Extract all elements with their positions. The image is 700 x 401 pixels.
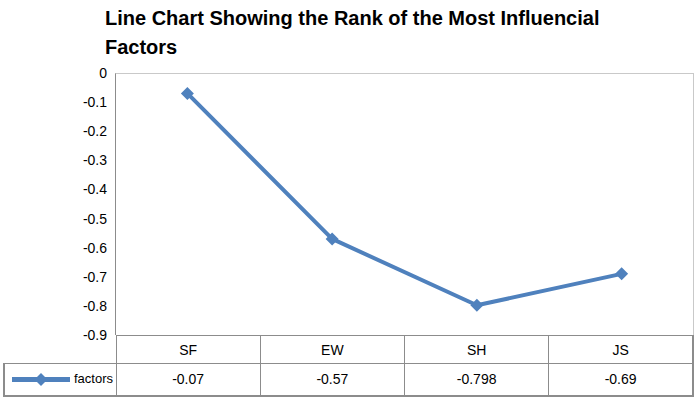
data-point-marker — [470, 299, 483, 312]
legend-label: factors — [74, 371, 113, 387]
category-cell: JS — [549, 336, 693, 364]
y-tick-label: -0.7 — [0, 269, 107, 285]
value-cell: -0.798 — [405, 364, 549, 396]
category-row: SFEWSHJS — [4, 336, 693, 364]
y-tick-label: -0.5 — [0, 211, 107, 227]
value-cell: -0.69 — [549, 364, 693, 396]
series-line — [187, 93, 621, 305]
value-row: factors -0.07-0.57-0.798-0.69 — [4, 364, 693, 396]
y-tick-label: -0.6 — [0, 240, 107, 256]
line-chart: Line Chart Showing the Rank of the Most … — [0, 0, 700, 401]
y-tick-label: -0.1 — [0, 94, 107, 110]
legend-key-icon — [10, 373, 72, 386]
y-tick-label: 0 — [0, 65, 107, 81]
y-tick-label: -0.4 — [0, 181, 107, 197]
category-cell: SF — [116, 336, 260, 364]
chart-title: Line Chart Showing the Rank of the Most … — [105, 4, 700, 62]
plot-area — [115, 73, 694, 335]
y-tick-label: -0.3 — [0, 152, 107, 168]
category-cell: EW — [260, 336, 404, 364]
category-cell: SH — [405, 336, 549, 364]
chart-title-line1: Line Chart Showing the Rank of the Most … — [105, 7, 599, 29]
data-point-marker — [615, 267, 628, 280]
y-tick-label: -0.8 — [0, 298, 107, 314]
value-cell: -0.57 — [260, 364, 404, 396]
chart-title-line2: Factors — [105, 36, 177, 58]
legend-entry: factors — [5, 371, 116, 387]
legend-spacer-cell — [4, 336, 116, 364]
legend-cell: factors — [4, 364, 116, 396]
data-table: SFEWSHJS factors -0.07-0.57-0.798-0.69 — [3, 335, 694, 397]
value-cell: -0.07 — [116, 364, 260, 396]
line-series-svg — [115, 73, 694, 335]
y-tick-label: -0.2 — [0, 123, 107, 139]
